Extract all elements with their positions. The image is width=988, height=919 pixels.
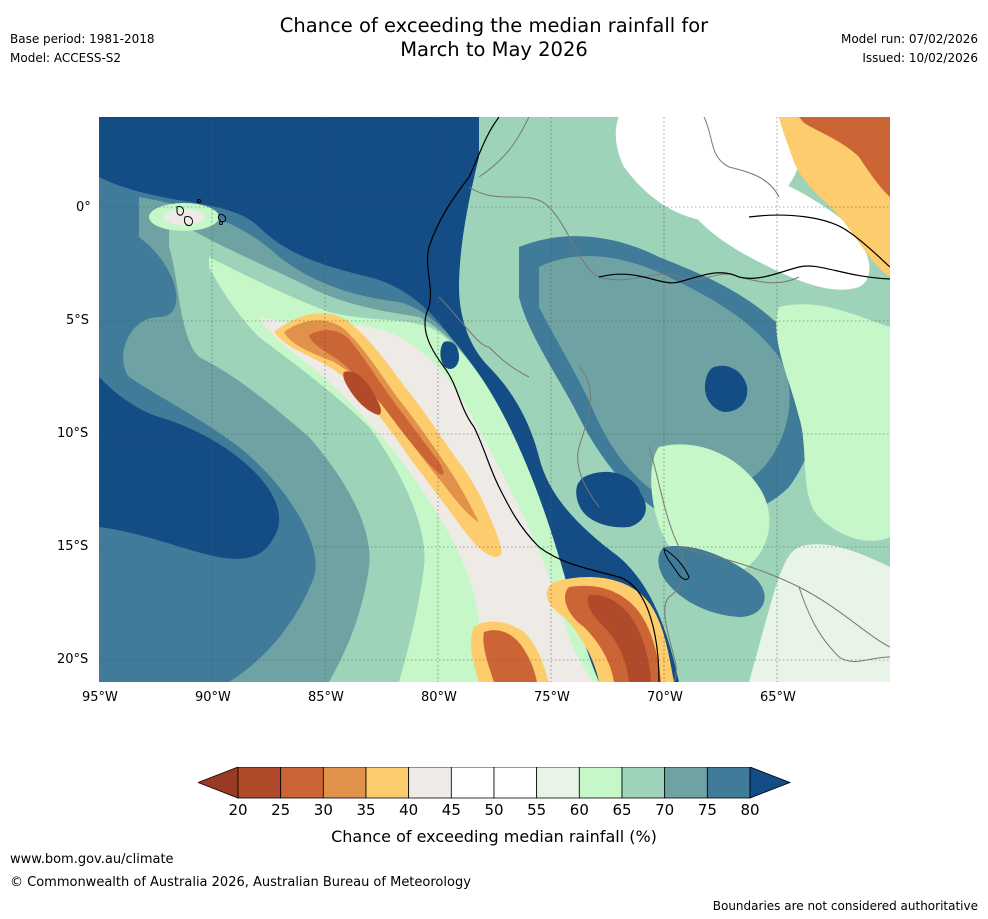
colorbar-tick-25: 25 [271,801,291,819]
colorbar-label: Chance of exceeding median rainfall (%) [331,827,657,846]
title-line-2: March to May 2026 [400,38,588,61]
meta-left: Base period: 1981-2018 Model: ACCESS-S2 [10,32,155,66]
issued-date: Issued: 10/02/2026 [862,51,978,65]
colorbar-tick-75: 75 [697,801,717,819]
lon-label-95w: 95°W [82,690,118,705]
colorbar-tick-65: 65 [612,801,632,819]
colorbar-segment-65 [621,767,666,799]
colorbar-tick-80: 80 [740,801,760,819]
title-line-1: Chance of exceeding the median rainfall … [279,14,709,37]
colorbar-tick-60: 60 [569,801,589,819]
dry-band-35 [284,320,479,522]
map-title: Chance of exceeding the median rainfall … [0,14,988,62]
colorbar-ticks: 20 25 30 35 40 45 50 55 60 65 70 75 80 [0,801,988,821]
colorbar-segment-70 [664,767,708,799]
footer-copyright: © Commonwealth of Australia 2026, Austra… [10,875,471,890]
colorbar-tick-30: 30 [313,801,333,819]
colorbar-segment-20 [237,767,282,799]
colorbar-tick-40: 40 [399,801,419,819]
ne-zone-50 [682,165,870,290]
lon-label-65w: 65°W [760,690,796,705]
lat-label-5s: 5°S [66,313,90,328]
model-name: Model: ACCESS-S2 [10,51,122,65]
dry-band-30 [309,330,444,475]
land-zone-70 [539,256,790,501]
lat-label-20s: 20°S [57,652,89,667]
colorbar-tick-45: 45 [441,801,461,819]
footer-url: www.bom.gov.au/climate [10,852,174,867]
meta-right: Model run: 07/02/2026 Issued: 10/02/2026 [841,32,978,66]
colorbar-segment-45 [450,767,495,799]
colorbar-tick-35: 35 [356,801,376,819]
lat-label-0: 0° [76,200,91,215]
colorbar-under-arrow [198,767,239,799]
colorbar-segments [237,767,751,799]
east-zone-60b [651,444,770,576]
dry-band-25 [343,371,382,415]
colorbar-segment-50 [493,767,538,799]
footer-disclaimer: Boundaries are not considered authoritat… [712,899,978,913]
lon-label-80w: 80°W [421,690,457,705]
lon-label-75w: 75°W [534,690,570,705]
galapagos-zone-45 [164,209,204,225]
colorbar-segment-30 [322,767,367,799]
colorbar-tick-70: 70 [655,801,675,819]
galapagos-islands [176,199,226,226]
sw-dry-30 [483,630,537,682]
ne-dry-30 [799,117,890,197]
south-inland-75 [658,546,765,617]
dry-band-40 [274,313,502,557]
model-run: Model run: 07/02/2026 [840,32,978,46]
lon-label-70w: 70°W [647,690,683,705]
base-period: Base period: 1981-2018 [10,32,155,46]
colorbar-segment-35 [365,767,410,799]
coastal-band-45 [259,317,594,682]
lat-label-15s: 15°S [57,539,89,554]
colorbar-segment-25 [280,767,324,799]
east-zone-55 [749,544,890,682]
colorbar-tick-20: 20 [228,801,248,819]
colorbar-segment-40 [408,767,452,799]
lat-label-10s: 10°S [57,426,89,441]
colorbar-tick-50: 50 [484,801,504,819]
colorbar [198,767,792,799]
lon-label-85w: 85°W [308,690,344,705]
lon-label-90w: 90°W [195,690,231,705]
rainfall-map [99,117,890,682]
east-zone-80d [576,478,646,528]
colorbar-segment-75 [706,767,751,799]
lake-titicaca [663,548,690,580]
coastline [424,117,890,682]
east-zone-60 [776,304,890,541]
colorbar-segment-55 [536,767,580,799]
land-zone-80c [440,341,459,369]
east-dry-40 [855,196,890,267]
land-zone-80b [704,365,748,412]
colorbar-tick-55: 55 [527,801,547,819]
colorbar-segment-60 [578,767,623,799]
colorbar-over-arrow [749,767,792,799]
